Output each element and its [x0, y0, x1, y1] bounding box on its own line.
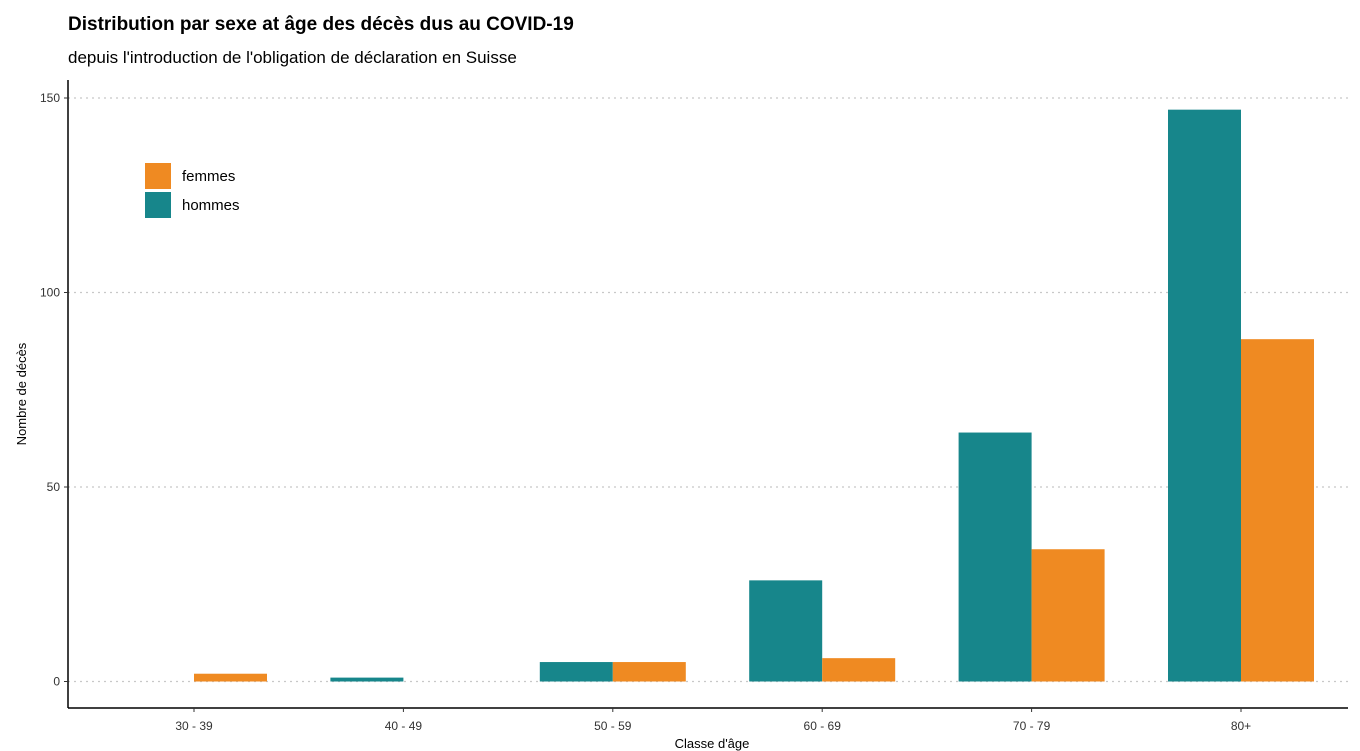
x-tick-label: 70 - 79 — [1013, 719, 1051, 733]
x-ticks: 30 - 39 40 - 49 50 - 59 60 - 69 70 - 79 80+ — [175, 708, 1251, 733]
axes — [67, 80, 1348, 709]
bar-femmes-50-59 — [612, 662, 686, 682]
y-tick-label: 50 — [47, 480, 61, 494]
y-tick-label: 150 — [40, 91, 60, 105]
x-axis-title: Classe d'âge — [675, 736, 750, 751]
legend: femmes hommes — [145, 163, 240, 218]
legend-swatch-femmes — [145, 163, 171, 189]
bar-hommes-50-59 — [539, 662, 613, 682]
bar-femmes-60-69 — [822, 658, 896, 682]
x-tick-label: 40 - 49 — [385, 719, 423, 733]
y-tick-label: 0 — [53, 675, 60, 689]
y-ticks: 0 50 100 150 — [40, 91, 68, 689]
gridlines — [68, 97, 1348, 683]
x-tick-label: 50 - 59 — [594, 719, 632, 733]
bar-femmes-70-79 — [1031, 549, 1105, 682]
legend-label-femmes: femmes — [182, 168, 235, 185]
legend-swatch-hommes — [145, 192, 171, 218]
legend-label-hommes: hommes — [182, 197, 240, 214]
chart-title: Distribution par sexe at âge des décès d… — [68, 14, 574, 35]
y-axis-title: Nombre de décès — [14, 342, 29, 445]
chart-subtitle: depuis l'introduction de l'obligation de… — [68, 48, 517, 67]
bar-hommes-40-49 — [330, 677, 404, 682]
y-tick-label: 100 — [40, 286, 60, 300]
bar-femmes-80+ — [1241, 339, 1314, 682]
bar-hommes-80+ — [1168, 109, 1241, 682]
bars — [194, 109, 1314, 682]
x-tick-label: 80+ — [1231, 719, 1251, 733]
x-tick-label: 60 - 69 — [804, 719, 842, 733]
bar-femmes-30-39 — [194, 673, 267, 682]
bar-hommes-70-79 — [958, 432, 1032, 682]
bar-hommes-60-69 — [749, 580, 823, 682]
x-tick-label: 30 - 39 — [175, 719, 213, 733]
